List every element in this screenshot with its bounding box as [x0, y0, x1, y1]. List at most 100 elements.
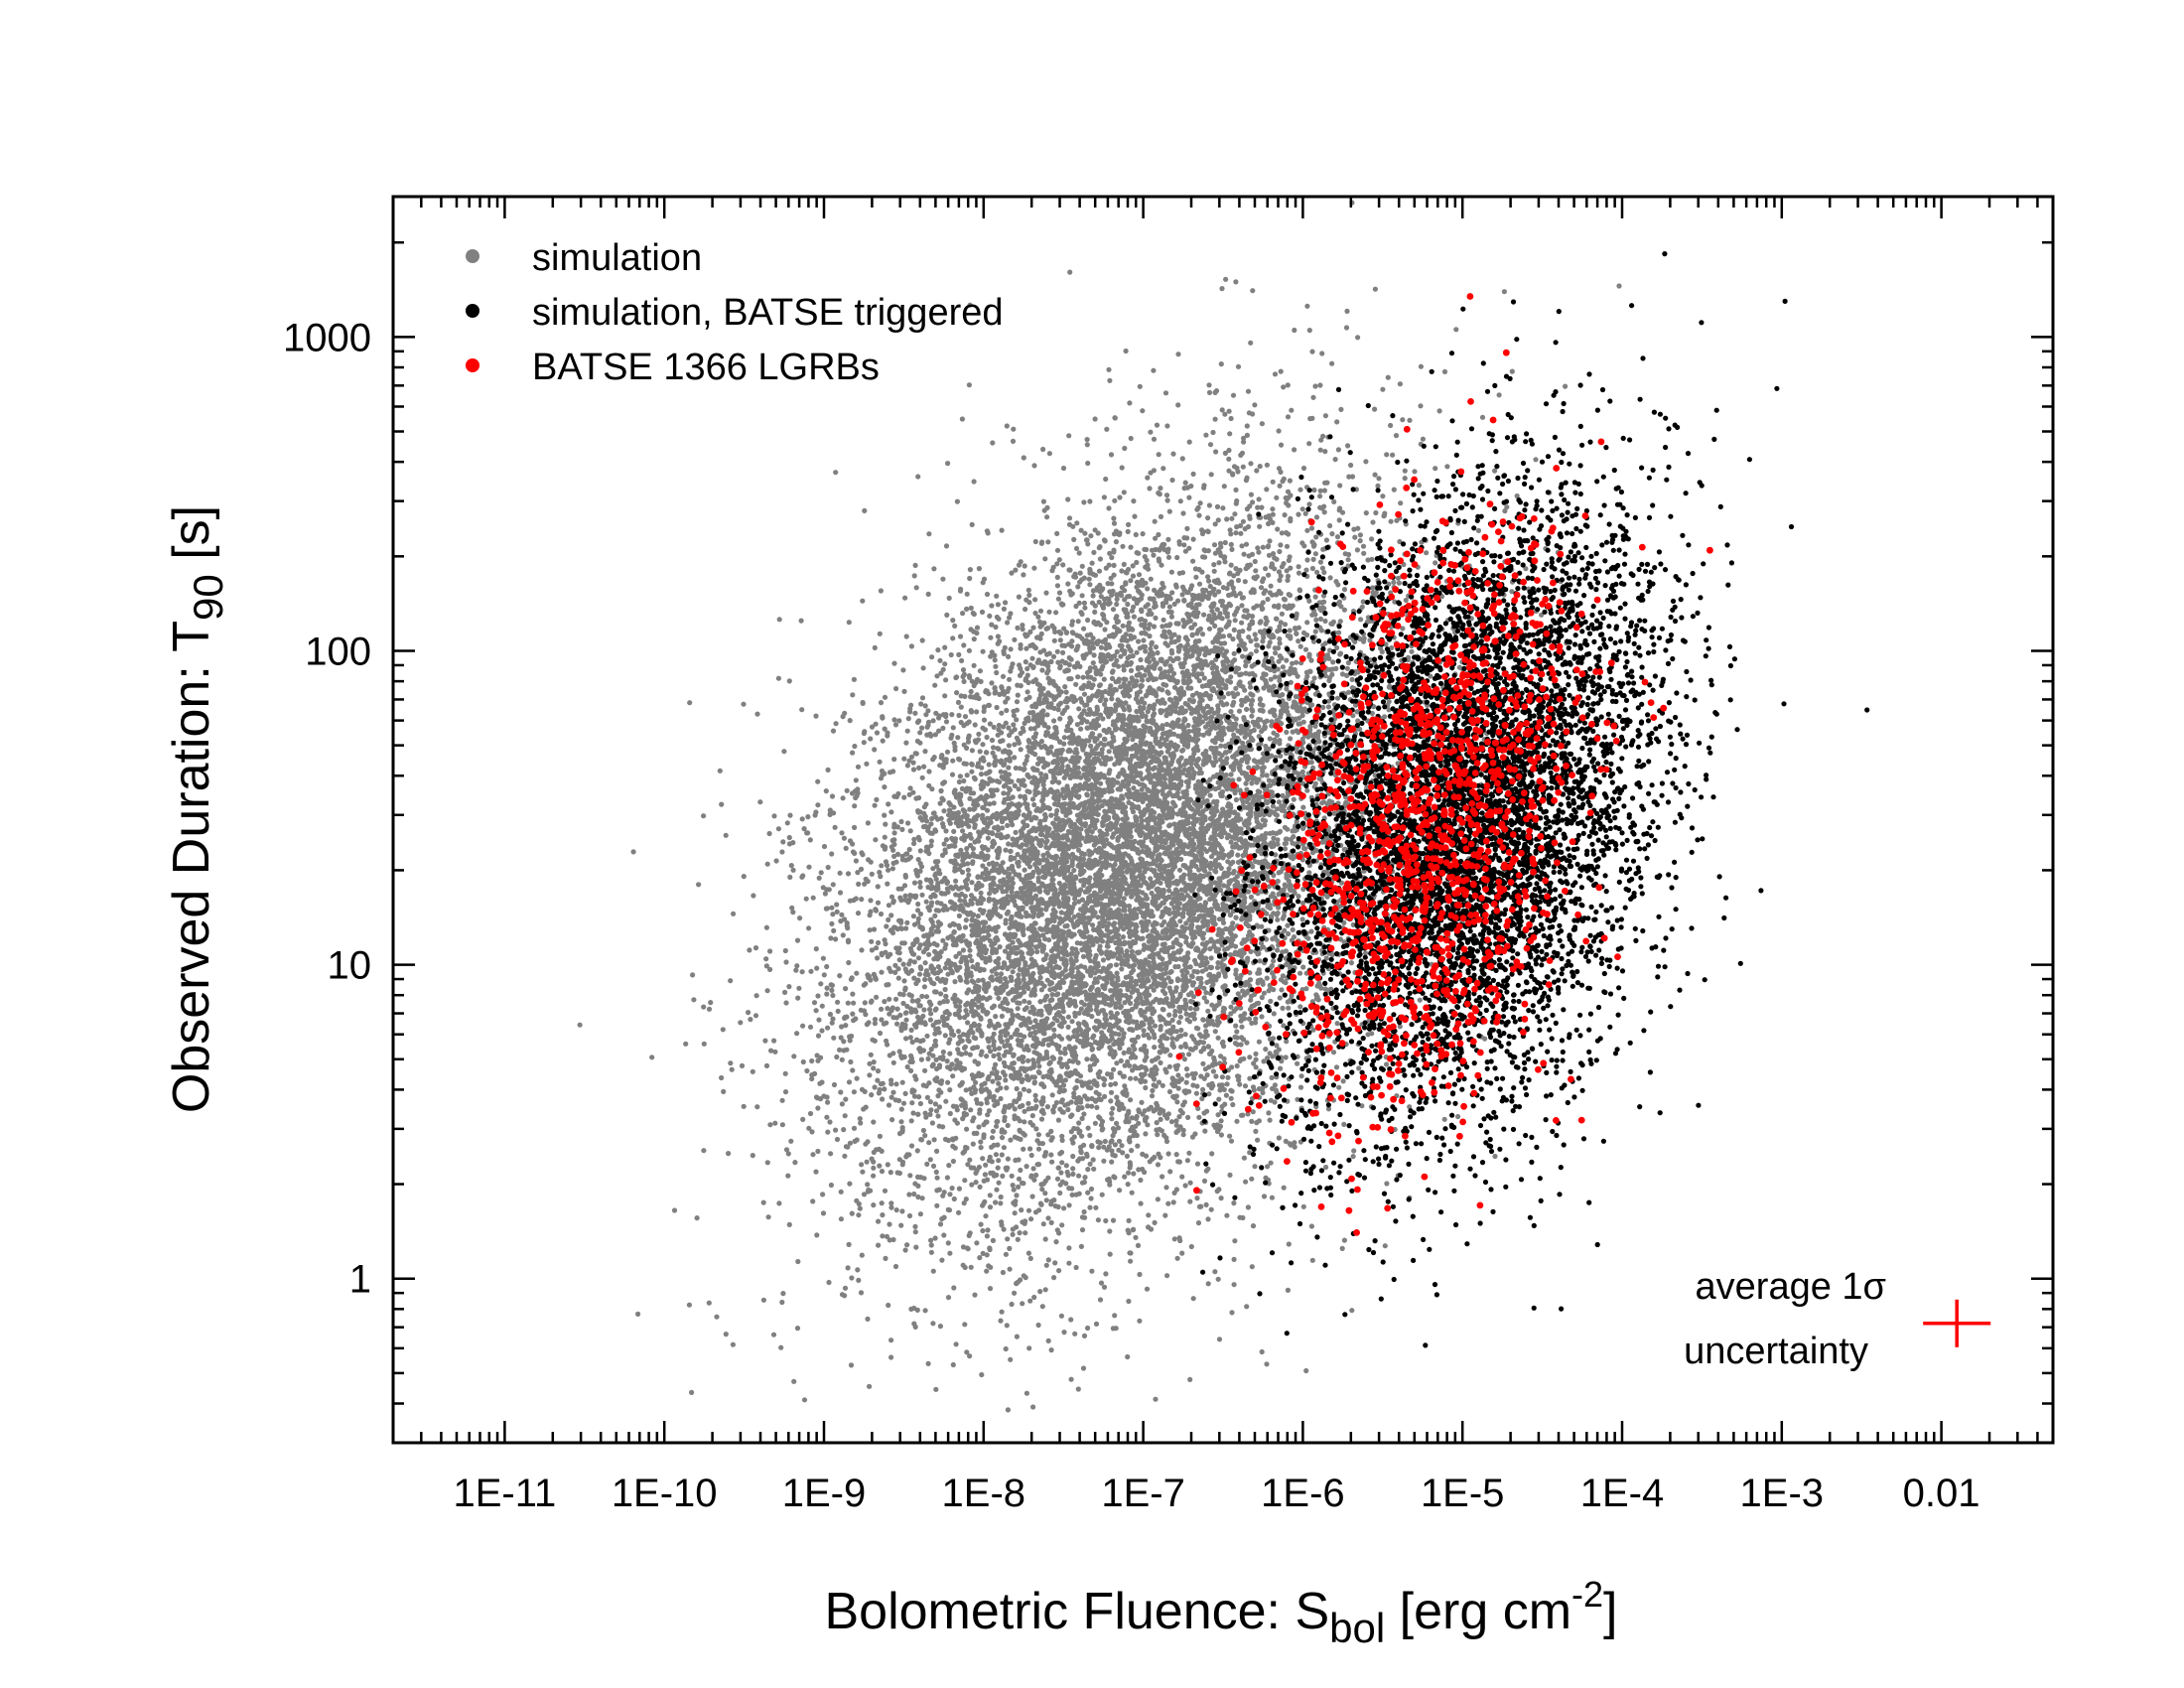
data-point: [770, 1332, 777, 1337]
data-point: [879, 1200, 885, 1206]
data-point: [833, 936, 839, 942]
data-point: [947, 1037, 953, 1043]
data-point: [1255, 545, 1261, 551]
data-point: [892, 1263, 899, 1270]
data-point: [1349, 1308, 1355, 1314]
data-point: [1061, 741, 1067, 747]
data-point: [1283, 1055, 1289, 1060]
data-point: [1360, 599, 1366, 605]
data-point: [908, 1143, 915, 1149]
data-point: [1174, 1128, 1181, 1134]
data-point: [1028, 956, 1034, 962]
data-point: [1092, 970, 1098, 976]
data-point: [1275, 947, 1281, 953]
data-point: [1282, 846, 1289, 852]
data-point: [1112, 1313, 1118, 1319]
data-point: [951, 1196, 957, 1202]
data-point: [1266, 884, 1272, 890]
data-point: [1130, 1227, 1136, 1233]
data-point: [1023, 659, 1028, 665]
data-point: [810, 1198, 816, 1204]
data-point: [843, 1096, 849, 1102]
data-point: [1060, 562, 1066, 568]
data-point: [1268, 583, 1274, 589]
data-point: [842, 1153, 848, 1159]
data-point: [1175, 402, 1181, 408]
data-point: [1065, 496, 1071, 502]
data-point: [1302, 510, 1308, 516]
data-point: [1048, 1152, 1054, 1158]
data-point: [1024, 689, 1030, 695]
data-point: [1015, 682, 1021, 688]
data-point: [890, 769, 896, 774]
data-point: [1372, 286, 1378, 292]
data-point: [782, 947, 788, 954]
data-point: [975, 914, 981, 919]
data-point: [1209, 1002, 1215, 1008]
data-point: [1063, 630, 1069, 635]
data-point: [1412, 469, 1418, 475]
data-point: [1300, 1203, 1306, 1209]
data-point: [1409, 648, 1415, 654]
data-point: [845, 1265, 851, 1271]
data-point: [1373, 509, 1379, 516]
data-point: [1270, 506, 1276, 512]
data-point: [1106, 366, 1112, 372]
data-point: [987, 1193, 993, 1198]
data-point: [1010, 969, 1016, 975]
data-point: [1275, 629, 1281, 634]
data-point: [726, 1151, 732, 1157]
data-point: [723, 832, 729, 838]
data-point: [1369, 710, 1375, 717]
data-point: [940, 1049, 947, 1055]
data-point: [1424, 550, 1430, 556]
data-point: [890, 1089, 896, 1095]
data-point: [1101, 727, 1107, 734]
data-point: [1345, 557, 1351, 563]
data-point: [1139, 622, 1145, 629]
data-point: [1114, 1060, 1120, 1066]
data-point: [1178, 1027, 1184, 1034]
data-point: [993, 1152, 1000, 1158]
data-point: [999, 1152, 1005, 1158]
data-point: [1278, 1065, 1284, 1071]
data-point: [805, 814, 811, 820]
data-point: [895, 975, 901, 981]
data-point: [1031, 801, 1037, 808]
data-point: [984, 734, 990, 741]
data-point: [1267, 639, 1273, 645]
data-point: [1088, 965, 1094, 971]
data-point: [1203, 432, 1209, 438]
data-point: [983, 1213, 989, 1219]
data-point: [987, 1245, 993, 1251]
data-point: [815, 1148, 821, 1155]
data-point: [1092, 1120, 1098, 1126]
data-point: [1183, 1079, 1189, 1085]
data-point: [1369, 556, 1375, 562]
data-point: [917, 848, 923, 854]
data-point: [1028, 827, 1034, 834]
data-point: [963, 1051, 969, 1056]
data-point: [815, 778, 821, 784]
data-point: [1230, 392, 1237, 398]
data-point: [1054, 1227, 1060, 1233]
data-point: [867, 927, 873, 933]
data-point: [1167, 1053, 1173, 1058]
data-point: [891, 660, 897, 666]
data-point: [1200, 935, 1206, 941]
data-point: [1166, 1088, 1173, 1095]
data-point: [989, 1135, 996, 1141]
data-point: [922, 960, 928, 966]
data-point: [706, 1006, 713, 1012]
data-point: [1239, 543, 1245, 549]
data-point: [820, 1210, 827, 1216]
data-point: [1329, 360, 1335, 366]
data-point: [860, 1169, 866, 1175]
data-point: [1240, 653, 1246, 659]
data-point: [1266, 643, 1272, 649]
data-point: [1212, 1269, 1218, 1275]
data-point: [1195, 655, 1201, 662]
data-point: [941, 841, 947, 847]
data-point: [1158, 1059, 1163, 1065]
data-point: [1064, 922, 1070, 929]
